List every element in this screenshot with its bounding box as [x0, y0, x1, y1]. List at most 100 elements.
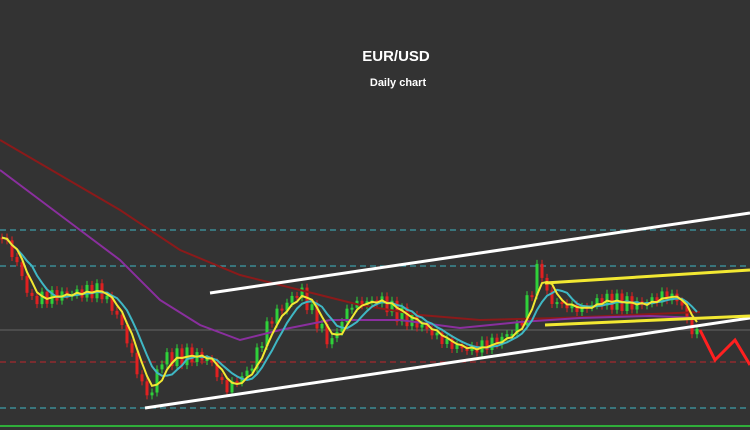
candle: [255, 347, 259, 369]
candle: [695, 328, 699, 335]
candle: [420, 324, 424, 328]
candle: [580, 306, 584, 312]
candle: [495, 337, 499, 345]
moving-average: [1, 236, 698, 382]
candle: [490, 337, 494, 351]
candle: [570, 304, 574, 309]
candle: [110, 295, 114, 311]
price-plot: [0, 139, 701, 400]
candle: [400, 307, 404, 322]
candle: [435, 332, 439, 336]
candle: [390, 300, 394, 313]
candle: [30, 292, 34, 296]
chart-title: EUR/USD: [362, 48, 430, 65]
candle: [115, 310, 119, 315]
candle: [155, 369, 159, 393]
candle: [650, 297, 654, 304]
candle: [345, 308, 349, 322]
channel-line: [544, 314, 750, 327]
candle: [220, 377, 224, 381]
candle: [510, 333, 514, 336]
candle: [230, 381, 234, 393]
candle: [260, 345, 264, 348]
candle: [165, 352, 169, 365]
candle: [485, 340, 489, 351]
candle: [280, 308, 284, 311]
candle: [55, 290, 59, 301]
candle: [25, 276, 29, 293]
channel-line: [144, 316, 750, 410]
candle: [565, 303, 569, 309]
candle: [450, 338, 454, 349]
candle: [315, 304, 319, 329]
candle: [520, 322, 524, 326]
chart-subtitle: Daily chart: [370, 77, 427, 89]
candle: [530, 295, 534, 298]
candle: [310, 304, 314, 311]
candle: [655, 297, 659, 303]
candle: [305, 287, 309, 311]
candle: [140, 374, 144, 382]
candle: [15, 257, 19, 263]
candle: [285, 302, 289, 311]
candle: [460, 344, 464, 349]
candle: [500, 336, 504, 345]
candle: [440, 332, 444, 345]
candle: [425, 324, 429, 330]
candle: [120, 314, 124, 326]
candle: [415, 314, 419, 328]
candle: [105, 295, 109, 300]
candle: [125, 325, 129, 344]
candle: [505, 334, 509, 337]
trend-lines: [144, 211, 750, 410]
candle: [245, 370, 249, 377]
candle: [145, 381, 149, 396]
moving-average: [0, 139, 701, 322]
candle: [430, 329, 434, 336]
candle: [35, 295, 39, 305]
candle: [320, 323, 324, 329]
candle: [405, 307, 409, 327]
candle: [550, 290, 554, 304]
candle: [525, 295, 529, 326]
candle: [270, 321, 274, 324]
candle: [170, 352, 174, 367]
candle: [575, 304, 579, 312]
candle: [290, 295, 294, 303]
candle: [160, 364, 164, 370]
candle: [555, 302, 559, 305]
candle: [560, 302, 564, 305]
moving-average: [1, 236, 698, 388]
candle: [410, 314, 414, 327]
candle: [250, 368, 254, 371]
candle: [535, 263, 539, 296]
candle: [680, 301, 684, 306]
candle: [210, 359, 214, 363]
candle: [130, 343, 134, 353]
candle: [665, 291, 669, 301]
candle: [275, 308, 279, 324]
candle: [325, 323, 329, 345]
candle: [595, 298, 599, 306]
candle: [225, 380, 229, 393]
candle: [385, 296, 389, 313]
candle: [625, 296, 629, 312]
candle: [180, 348, 184, 366]
projection-line: [698, 329, 750, 366]
channel-line: [209, 211, 750, 295]
candle: [330, 338, 334, 345]
candle: [600, 298, 604, 306]
candle: [215, 362, 219, 378]
candle: [205, 359, 209, 362]
candle: [660, 291, 664, 303]
candle: [455, 344, 459, 349]
candle: [235, 381, 239, 384]
candle: [445, 338, 449, 345]
candle: [360, 300, 364, 306]
candle: [40, 291, 44, 305]
moving-average: [0, 169, 701, 342]
candle: [10, 240, 14, 258]
candle: [150, 392, 154, 396]
